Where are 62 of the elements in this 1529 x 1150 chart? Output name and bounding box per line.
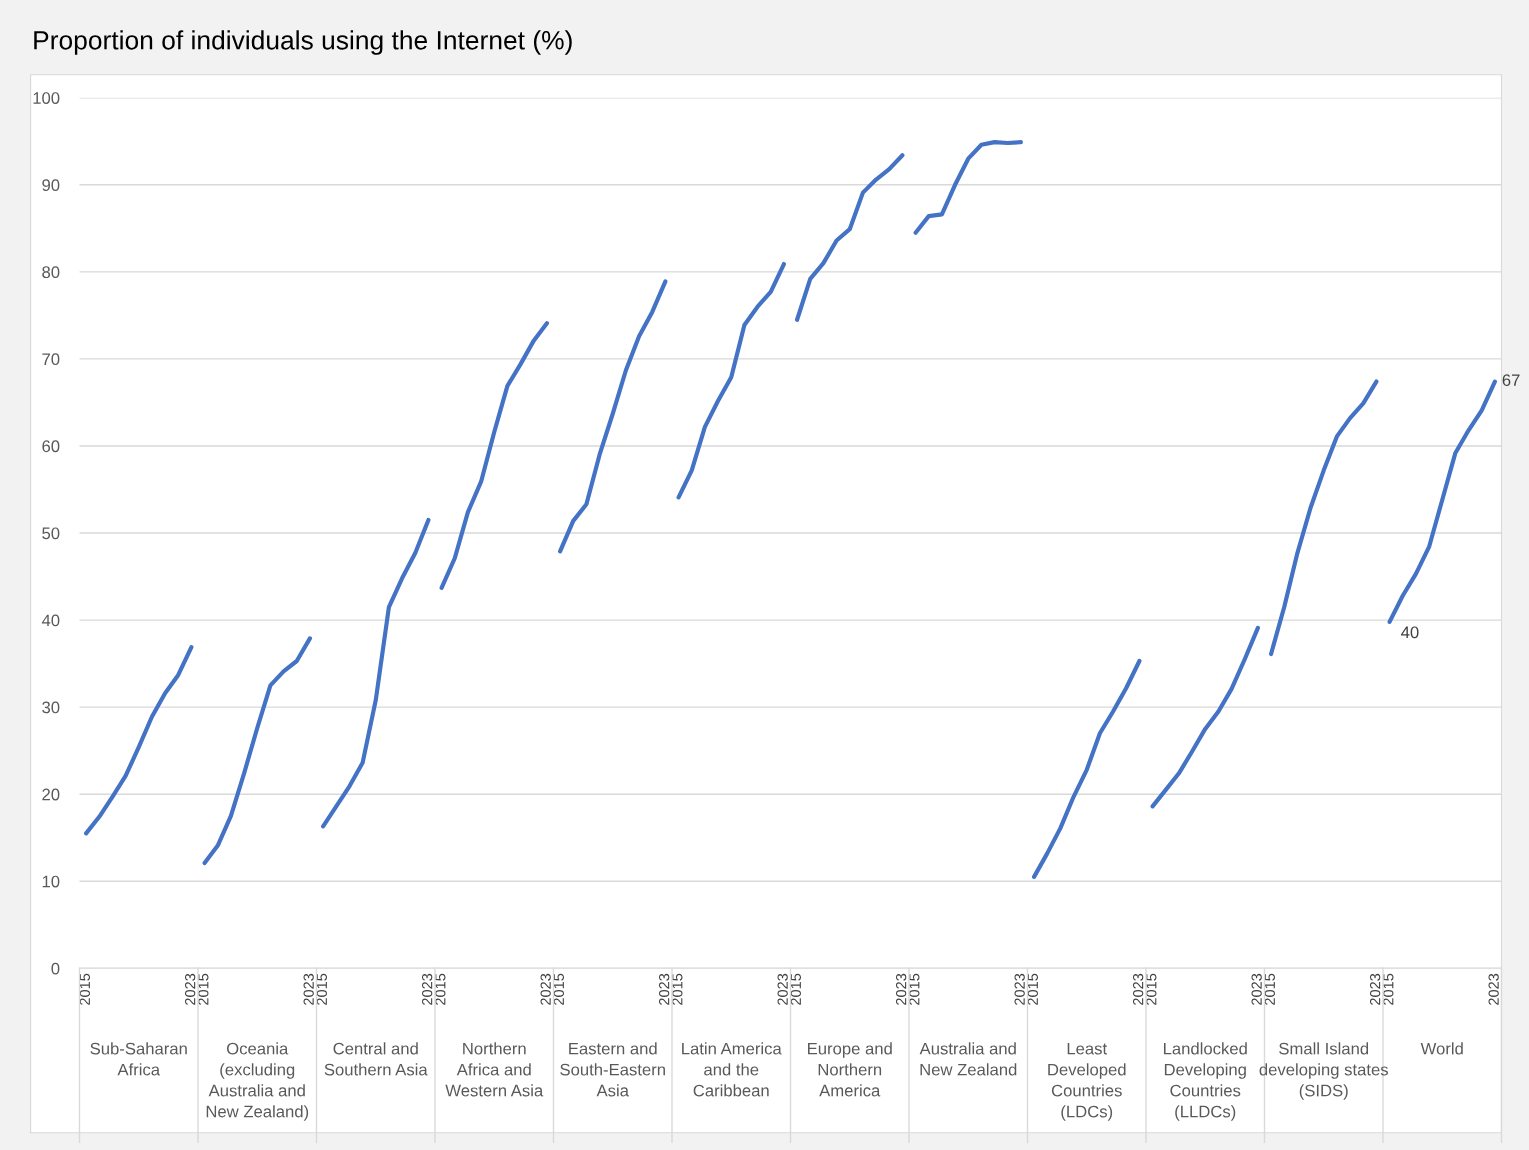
text: Landlocked Developing Countries (LLDCs)	[1163, 1042, 1247, 1121]
x-tick-label: 2023	[1132, 973, 1144, 1005]
y-tick-label: 40	[41, 614, 60, 627]
x-tick-label: 2023	[422, 973, 433, 1005]
text: Least Developed Countries (LDCs)	[1048, 1042, 1126, 1121]
chart-title: Proportion of individuals using the Internet (%)	[34, 30, 572, 55]
x-tick-label: 2015	[672, 973, 683, 1005]
x-tick-label: 2015	[79, 973, 91, 1005]
x-tick-label: 2023	[1488, 973, 1499, 1005]
y-tick-label: 90	[42, 179, 60, 192]
line-series	[1268, 379, 1379, 657]
y-tick-label: 10	[42, 875, 60, 888]
line-series	[794, 153, 905, 322]
line-series	[439, 321, 549, 590]
line-series	[1150, 625, 1260, 809]
x-tick-label: 2023	[185, 973, 196, 1005]
y-tick-label: 20	[42, 788, 60, 801]
x-tick-label: 2023	[896, 973, 907, 1005]
line-series	[84, 644, 194, 836]
y-tick-label: 60	[42, 440, 60, 453]
y-tick-label: 100	[33, 92, 60, 104]
text: Small Island developing states (SIDS)	[1259, 1042, 1388, 1100]
line-series	[321, 517, 431, 829]
x-tick-label: 2015	[1146, 973, 1157, 1005]
x-tick-label: 2015	[435, 973, 446, 1005]
y-tick-label: 0	[51, 962, 60, 975]
x-tick-label: 2023	[1369, 973, 1381, 1005]
x-tick-label: 2023	[540, 973, 551, 1005]
x-tick-label: 2015	[1264, 973, 1275, 1005]
x-tick-label: 2023	[1251, 973, 1262, 1005]
x-tick-label: 2023	[777, 973, 788, 1005]
text: Central and Southern Asia	[324, 1042, 428, 1076]
text: Europe and Northern America	[808, 1042, 892, 1097]
y-tick-label: 30	[42, 701, 60, 714]
y-tick-label: 80	[42, 266, 60, 279]
line-series	[913, 140, 1023, 235]
line-series	[1387, 379, 1497, 624]
text: Australia and New Zealand	[919, 1042, 1017, 1076]
line-series	[557, 279, 668, 554]
text: Sub-Saharan Africa	[90, 1042, 187, 1076]
y-tick-label: 70	[42, 353, 60, 366]
x-tick-label: 2023	[659, 973, 670, 1005]
text: World	[1420, 1042, 1463, 1055]
text: Oceania (excluding Australia and New Zealand)	[206, 1042, 309, 1121]
y-tick-label: 50	[42, 527, 60, 540]
line-series	[676, 261, 786, 500]
x-tick-label: 2015	[1383, 973, 1394, 1005]
data-label: 40	[1401, 626, 1419, 639]
text: Eastern and South-Eastern Asia	[560, 1042, 665, 1097]
x-tick-label: 2015	[909, 973, 920, 1005]
x-tick-label: 2015	[790, 973, 801, 1005]
x-tick-label: 2015	[553, 973, 564, 1005]
x-tick-label: 2023	[1014, 973, 1025, 1005]
x-tick-label: 2015	[1027, 973, 1038, 1005]
text: Northern Africa and Western Asia	[445, 1042, 544, 1097]
line-series	[202, 636, 313, 866]
line-series	[1031, 658, 1142, 879]
x-tick-label: 2023	[303, 973, 314, 1005]
data-label: 67	[1502, 374, 1520, 387]
x-tick-label: 2015	[198, 973, 209, 1005]
x-tick-label: 2015	[316, 973, 327, 1005]
text: Latin America and the Caribbean	[682, 1042, 782, 1097]
